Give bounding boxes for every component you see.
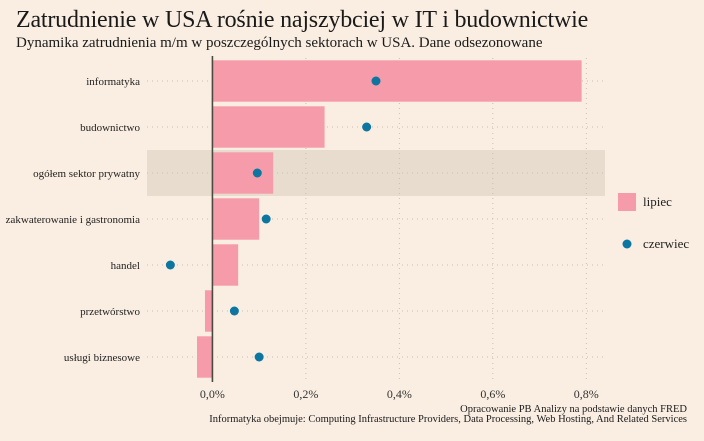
category-label: budownictwo [80,122,140,134]
category-label: usługi biznesowe [64,352,140,364]
x-tick-label: 0,4% [387,387,412,401]
category-label: handel [111,260,140,272]
dot-czerwiec [362,122,372,132]
category-label: przetwórstwo [80,306,140,318]
x-tick-label: 0,6% [480,387,505,401]
category-label: zakwaterowanie i gastronomia [6,214,141,226]
bar-lipiec [204,290,213,332]
dot-czerwiec [261,214,271,224]
bar-lipiec [212,244,239,286]
bar-lipiec [212,60,582,102]
dot-czerwiec [165,260,175,270]
chart-subtitle: Dynamika zatrudnienia m/m w poszczególny… [16,35,543,51]
legend-swatch-czerwiec [622,239,632,249]
dot-czerwiec [254,352,264,362]
dot-czerwiec [371,76,381,86]
dot-czerwiec [229,306,239,316]
note-caption: Informatyka obejmuje: Computing Infrastr… [209,414,687,425]
dot-czerwiec [252,168,262,178]
legend-label: czerwiec [643,236,689,251]
bar-lipiec [212,198,260,240]
bar-lipiec [197,336,213,378]
x-tick-label: 0,8% [574,387,599,401]
category-label: informatyka [86,76,140,88]
legend-label: lipiec [643,194,672,209]
x-tick-label: 0,0% [200,387,225,401]
bar-lipiec [212,106,325,148]
bar-lipiec [212,152,274,194]
legend-swatch-lipiec [618,193,636,211]
x-tick-label: 0,2% [293,387,318,401]
chart-title: Zatrudnienie w USA rośnie najszybciej w … [16,7,589,33]
category-label: ogółem sektor prywatny [33,168,140,180]
source-caption: Opracowanie PB Analizy na podstawie dany… [460,404,687,415]
